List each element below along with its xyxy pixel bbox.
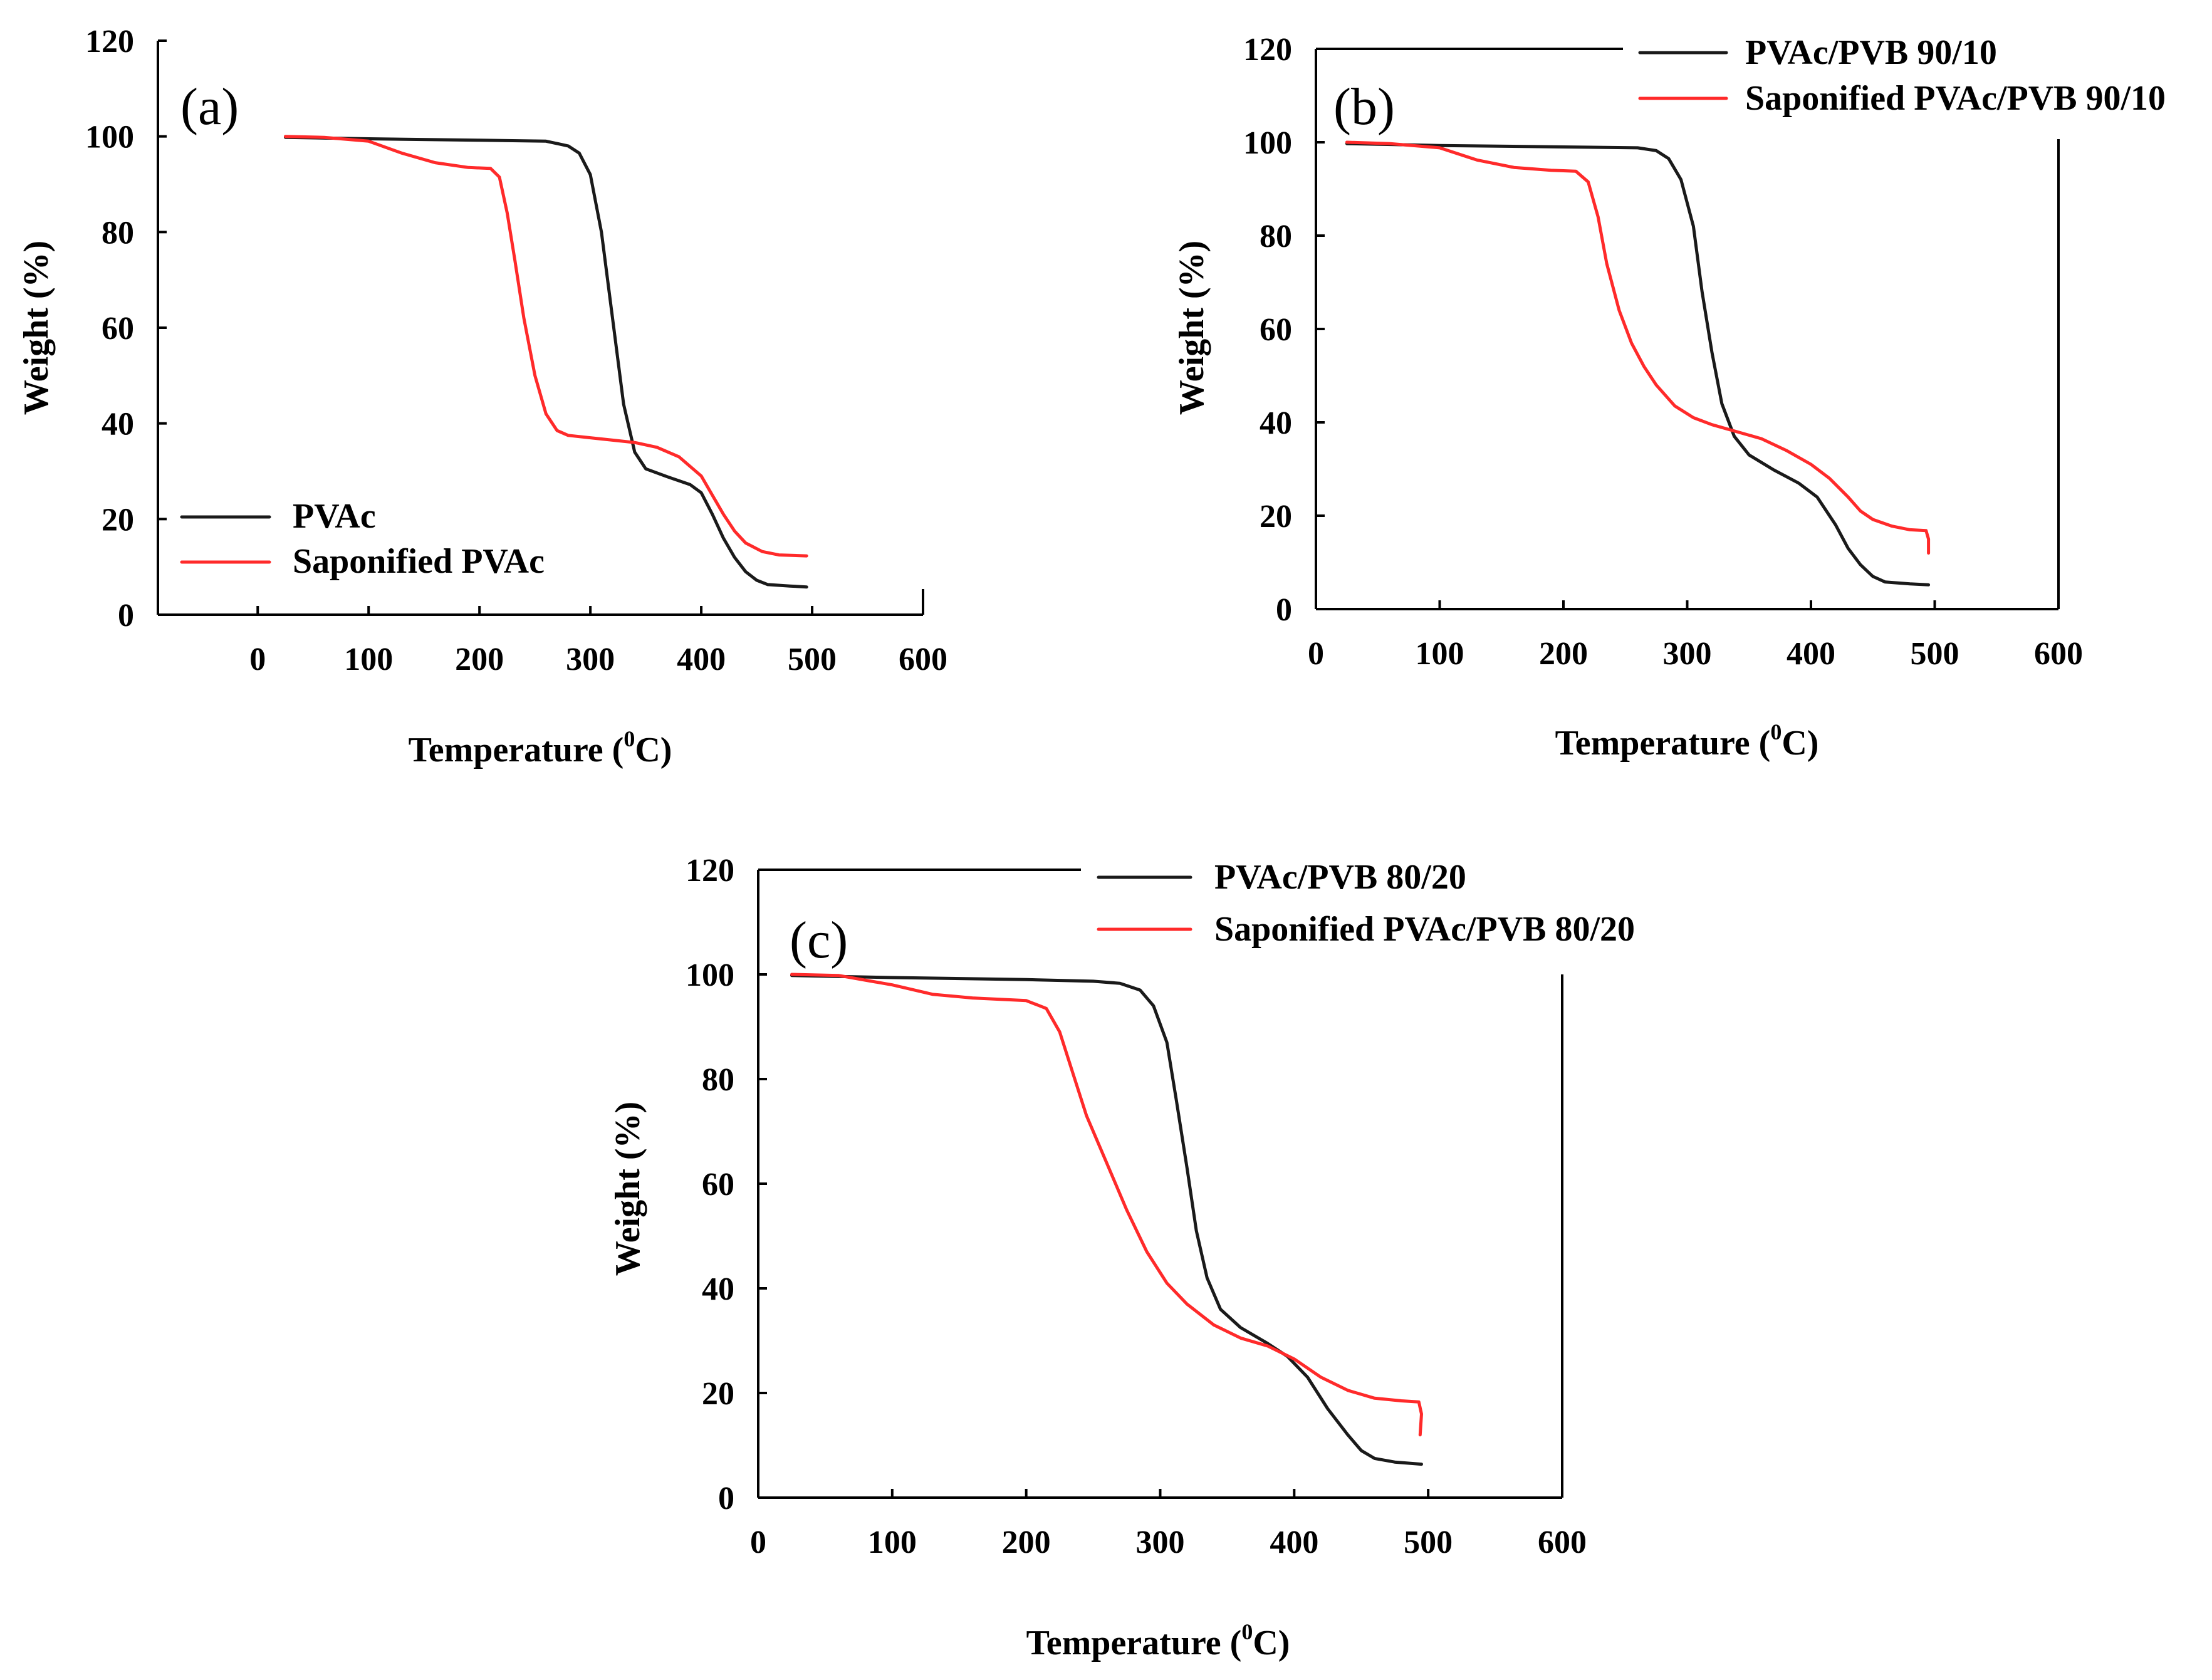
x-tick-label-0: 0: [249, 642, 266, 677]
legend-label-saponified-pvac: Saponified PVAc: [293, 542, 545, 581]
y-tick-label-100: 100: [1243, 125, 1292, 161]
x-tick-label-100: 100: [1416, 636, 1464, 672]
y-tick-label-40: 40: [102, 407, 134, 442]
y-tick-label-80: 80: [702, 1062, 734, 1098]
chart-panel-b: (b) Weight (%) Temperature (0C) 0 100 200 3…: [1172, 32, 2166, 763]
legend-label-saponified-pvac-pvb-90-10: Saponified PVAc/PVB 90/10: [1745, 79, 2166, 118]
y-tick-label-20: 20: [102, 502, 134, 538]
legend-label-pvac: PVAc: [293, 497, 376, 536]
x-tick-label-200: 200: [455, 642, 504, 677]
x-axis-title-superscript: 0: [623, 726, 635, 751]
x-tick-label-400: 400: [677, 642, 726, 677]
x-axis-title-main: Temperature (: [1026, 1624, 1242, 1662]
y-tick-label-80: 80: [1260, 219, 1292, 254]
x-tick-label-600: 600: [899, 642, 947, 677]
y-tick-label-100: 100: [85, 120, 134, 155]
y-ticks: 0 20 40 60 80 100 120: [85, 24, 167, 634]
y-tick-label-100: 100: [686, 957, 734, 993]
y-tick-label-0: 0: [118, 598, 134, 634]
x-ticks: 0 100 200 300 400 500 600: [249, 606, 947, 677]
y-tick-label-0: 0: [718, 1481, 734, 1516]
series-line-pvac-pvb-90-10: [1345, 142, 1931, 587]
series-line-saponified-pvac: [284, 135, 808, 558]
y-axis-title: Weight (%): [1172, 241, 1211, 415]
y-tick-label-120: 120: [686, 853, 734, 889]
x-tick-label-500: 500: [1911, 636, 1959, 672]
y-tick-label-40: 40: [1260, 405, 1292, 441]
x-tick-label-600: 600: [2034, 636, 2083, 672]
chart-panel-a: (a) Weight (%) Temperature (0C) 0 100 200 3…: [17, 24, 947, 770]
y-tick-label-20: 20: [1260, 499, 1292, 535]
y-axis-title: Weight (%): [17, 241, 56, 415]
series-line-pvac: [284, 135, 808, 589]
legend: PVAc Saponified PVAc: [180, 497, 545, 581]
series-group: [284, 135, 808, 589]
x-tick-label-0: 0: [750, 1525, 766, 1560]
x-axis-title-tail: C): [635, 731, 672, 770]
x-tick-label-500: 500: [788, 642, 837, 677]
x-tick-label-300: 300: [1663, 636, 1712, 672]
x-tick-label-200: 200: [1539, 636, 1588, 672]
x-axis-title: Temperature (0C): [1555, 719, 1819, 763]
chart-panel-c: (c) Weight (%) Temperature (0C) 0 100 200 3…: [608, 853, 1635, 1662]
x-axis-title-superscript: 0: [1770, 719, 1782, 744]
y-tick-label-60: 60: [702, 1167, 734, 1203]
series-group: [790, 973, 1423, 1466]
series-line-pvac-pvb-80-20: [790, 974, 1423, 1466]
panel-label: (a): [180, 78, 239, 136]
x-axis-title-tail: C): [1253, 1624, 1290, 1662]
x-tick-label-300: 300: [1136, 1525, 1185, 1560]
x-tick-label-400: 400: [1787, 636, 1835, 672]
y-tick-label-120: 120: [1243, 32, 1292, 68]
x-axis-title-tail: C): [1782, 724, 1818, 763]
x-tick-label-300: 300: [566, 642, 615, 677]
panel-label: (c): [790, 911, 848, 969]
y-tick-label-20: 20: [702, 1376, 734, 1412]
legend-label-pvac-pvb-80-20: PVAc/PVB 80/20: [1214, 858, 1466, 897]
y-ticks: 0 20 40 60 80 100 120: [686, 853, 767, 1516]
legend: PVAc/PVB 90/10 Saponified PVAc/PVB 90/10: [1638, 33, 2166, 118]
x-tick-label-0: 0: [1308, 636, 1324, 672]
y-axis-title: Weight (%): [608, 1102, 647, 1276]
x-tick-label-200: 200: [1002, 1525, 1051, 1560]
x-tick-label-400: 400: [1270, 1525, 1318, 1560]
series-group: [1345, 140, 1931, 587]
x-axis-title-superscript: 0: [1241, 1619, 1253, 1644]
x-tick-label-500: 500: [1404, 1525, 1453, 1560]
y-ticks: 0 20 40 60 80 100 120: [1243, 32, 1325, 628]
y-tick-label-0: 0: [1276, 592, 1292, 628]
panel-label: (b): [1333, 78, 1395, 136]
y-tick-label-80: 80: [102, 215, 134, 251]
y-tick-label-60: 60: [1260, 312, 1292, 348]
series-line-saponified-pvac-pvb-90-10: [1345, 140, 1931, 555]
x-tick-label-100: 100: [344, 642, 393, 677]
x-tick-label-100: 100: [868, 1525, 917, 1560]
legend: PVAc/PVB 80/20 Saponified PVAc/PVB 80/20: [1097, 858, 1635, 949]
legend-label-pvac-pvb-90-10: PVAc/PVB 90/10: [1745, 33, 1997, 72]
y-tick-label-120: 120: [85, 24, 134, 60]
x-tick-label-600: 600: [1538, 1525, 1587, 1560]
x-axis-title-main: Temperature (: [409, 731, 624, 770]
x-axis-title: Temperature (0C): [1026, 1619, 1290, 1662]
x-ticks: 0 100 200 300 400 500 600: [1308, 600, 2083, 672]
x-axis-title-main: Temperature (: [1555, 724, 1771, 763]
y-tick-label-60: 60: [102, 311, 134, 347]
y-tick-label-40: 40: [702, 1271, 734, 1307]
series-line-saponified-pvac-pvb-80-20: [790, 973, 1423, 1437]
legend-label-saponified-pvac-pvb-80-20: Saponified PVAc/PVB 80/20: [1214, 910, 1635, 949]
x-axis-title: Temperature (0C): [409, 726, 672, 770]
x-ticks: 0 100 200 300 400 500 600: [750, 1489, 1587, 1560]
